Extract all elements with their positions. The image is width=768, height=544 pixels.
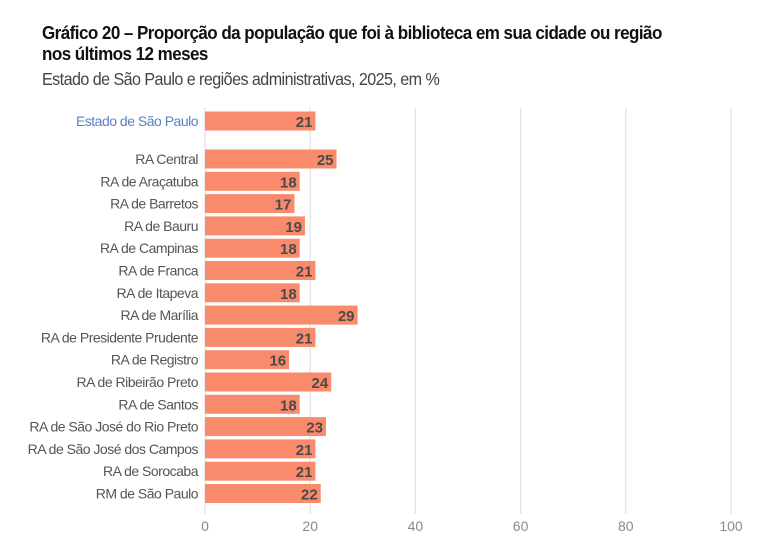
- category-label: RA de Santos: [118, 396, 198, 412]
- value-label: 23: [306, 420, 323, 437]
- category-label: Estado de São Paulo: [76, 113, 199, 129]
- category-label: RA de Araçatuba: [100, 173, 198, 189]
- x-axis-ticks: 0 20 40 60 80 100: [201, 518, 743, 534]
- category-label: RM de São Paulo: [96, 486, 199, 502]
- x-tick-label: 60: [513, 518, 529, 534]
- bar: [205, 372, 332, 392]
- category-label: RA de São José dos Campos: [28, 441, 199, 457]
- value-label: 21: [296, 114, 313, 131]
- bar: [205, 149, 337, 169]
- value-label: 22: [301, 487, 318, 504]
- value-label: 19: [285, 219, 302, 236]
- category-label: RA de Ribeirão Preto: [76, 374, 198, 390]
- value-label: 18: [280, 286, 297, 303]
- bar: [205, 216, 305, 236]
- bar: [205, 283, 300, 303]
- category-label: RA de Franca: [118, 263, 198, 279]
- value-label: 18: [280, 241, 297, 258]
- value-label: 18: [280, 397, 297, 414]
- value-label: 18: [280, 174, 297, 191]
- category-labels: Estado de São Paulo RA Central RA de Araça…: [28, 113, 200, 502]
- value-label: 21: [296, 264, 313, 281]
- category-label: RA de Presidente Prudente: [41, 329, 199, 345]
- bar: [205, 439, 316, 459]
- bars: [205, 111, 358, 503]
- bar: [205, 417, 326, 437]
- value-label: 21: [296, 442, 313, 459]
- category-label: RA de Registro: [111, 352, 199, 368]
- x-tick-label: 80: [618, 518, 634, 534]
- category-label: RA de Marília: [120, 307, 198, 323]
- value-label: 16: [269, 353, 286, 370]
- value-label: 24: [312, 375, 329, 392]
- x-tick-label: 20: [302, 518, 318, 534]
- bar: [205, 394, 300, 414]
- bar: [205, 238, 300, 258]
- bar: [205, 171, 300, 191]
- category-label: RA de Campinas: [100, 240, 199, 256]
- bar: [205, 194, 295, 214]
- value-label: 25: [317, 152, 334, 169]
- value-labels: 21 25 18 17 19 18 21 18 29 21 16 24 18 23 21 21 22: [269, 114, 354, 504]
- bar: [205, 484, 321, 503]
- bar: [205, 111, 316, 131]
- category-label: RA de Bauru: [124, 218, 198, 234]
- value-label: 21: [296, 464, 313, 481]
- category-label: RA de Sorocaba: [103, 463, 199, 479]
- category-label: RA Central: [135, 151, 198, 167]
- bar: [205, 305, 358, 325]
- value-label: 29: [338, 308, 355, 325]
- category-label: RA de Barretos: [110, 196, 198, 212]
- bar: [205, 350, 290, 370]
- x-tick-label: 40: [408, 518, 424, 534]
- chart-title: Gráfico 20 – Proporção da população que …: [42, 22, 662, 64]
- bar: [205, 261, 316, 280]
- x-tick-label: 100: [719, 518, 743, 534]
- category-label: RA de São José do Rio Preto: [29, 419, 198, 435]
- bar: [205, 461, 316, 481]
- value-label: 21: [296, 330, 313, 347]
- bar: [205, 327, 316, 347]
- value-label: 17: [275, 197, 292, 214]
- chart-subtitle: Estado de São Paulo e regiões administra…: [42, 69, 440, 89]
- x-tick-label: 0: [201, 518, 209, 534]
- category-label: RA de Itapeva: [117, 285, 199, 301]
